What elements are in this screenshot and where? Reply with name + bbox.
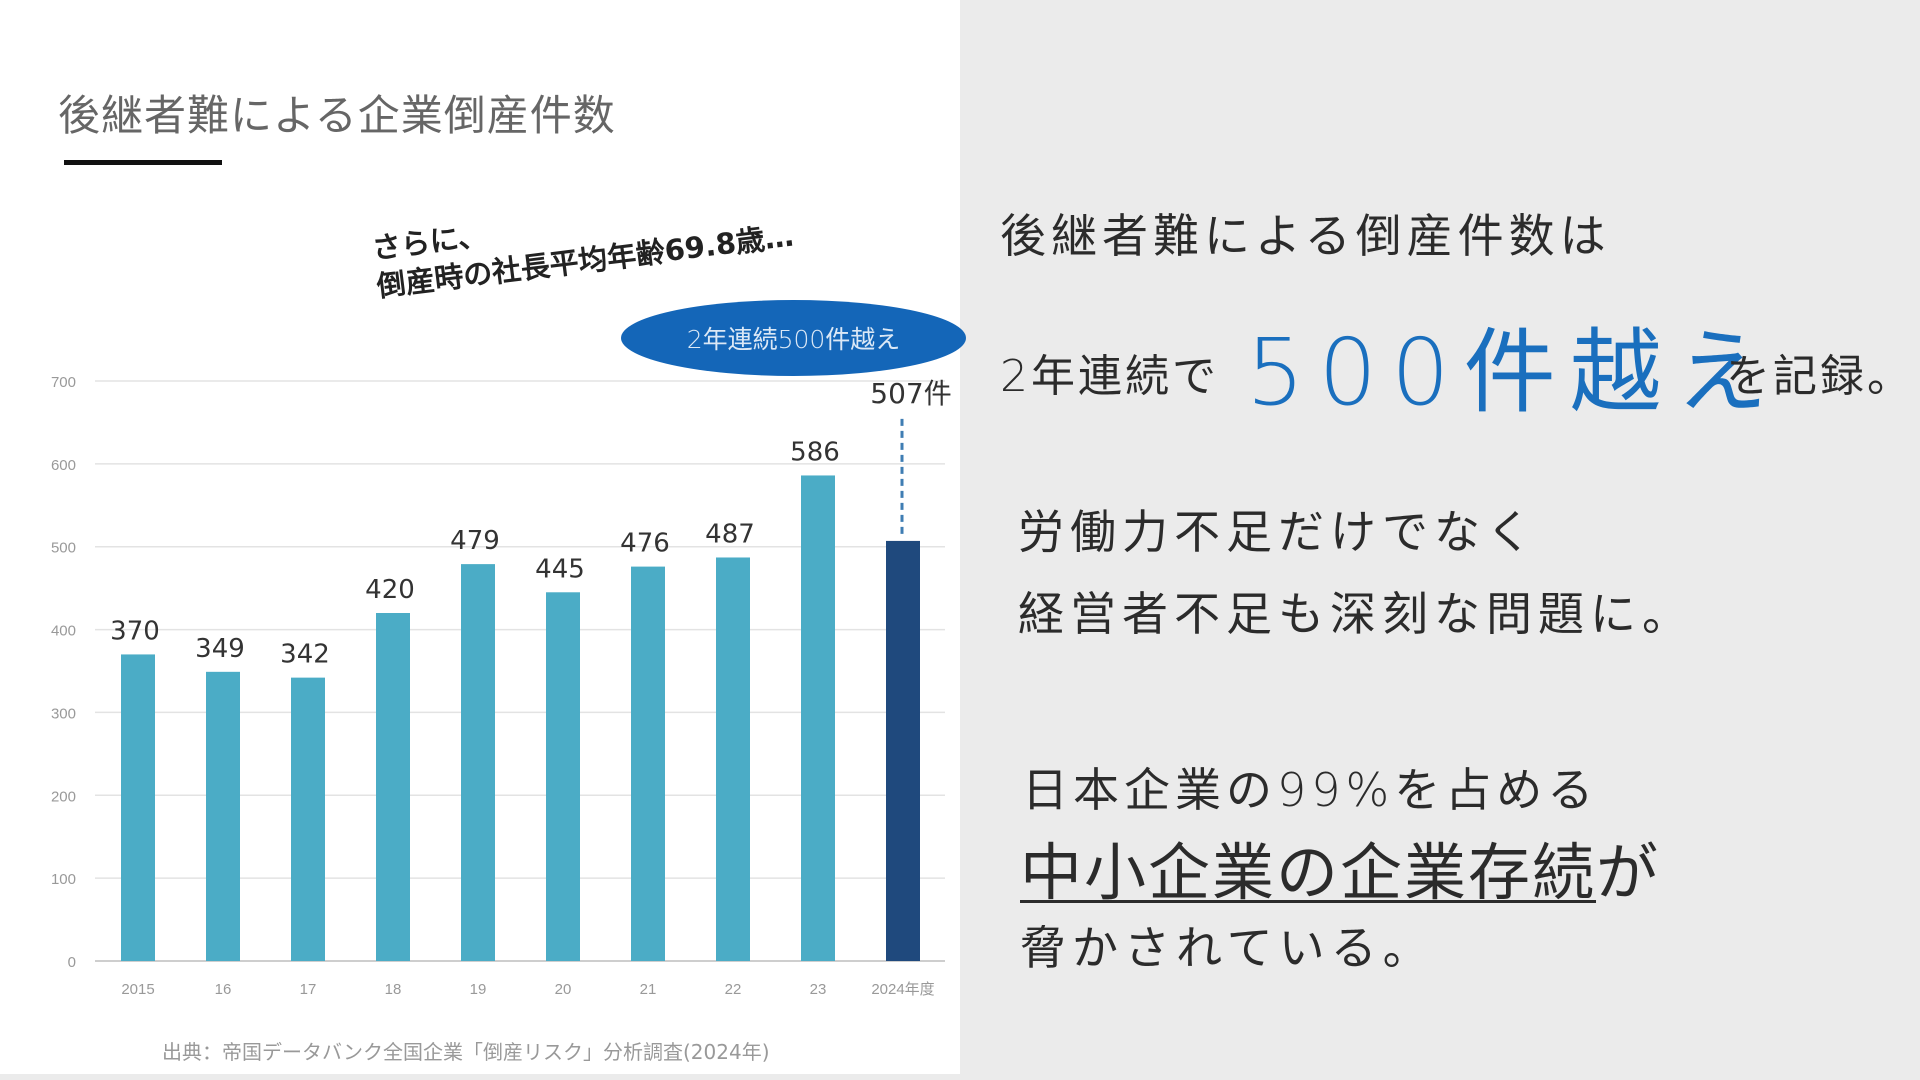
x-tick-label: 2015: [121, 981, 154, 998]
bar: [886, 540, 920, 961]
data-label: 349: [195, 634, 245, 664]
slide-title: 後継者難による企業倒産件数: [58, 91, 616, 140]
data-label: 342: [280, 640, 330, 670]
data-label: 445: [535, 554, 585, 584]
x-tick-label: 20: [555, 981, 572, 998]
y-tick-label: 500: [51, 540, 76, 557]
bar: [206, 671, 240, 961]
streak-oval: 2年連続500件越え: [621, 300, 966, 376]
bar: [461, 564, 495, 961]
message-line-5: 日本企業の99%を占める: [1022, 763, 1599, 817]
data-label: 420: [365, 575, 415, 605]
bar: [801, 475, 835, 961]
message-underlined-phrase: 中小企業の企業存続: [1020, 836, 1597, 909]
source-note: 出典：帝国データバンク全国企業「倒産リスク」分析調査(2024年): [162, 1040, 770, 1064]
data-label: 479: [450, 526, 500, 556]
data-label: 476: [620, 529, 670, 559]
x-tick-label: 22: [725, 981, 742, 998]
x-tick-label: 21: [640, 981, 657, 998]
message-line-6: 中小企業の企業存続が: [1020, 822, 1660, 912]
message-line-3: 労働力不足だけでなく: [1018, 505, 1538, 559]
x-tick-label: 18: [385, 981, 402, 998]
y-tick-label: 200: [51, 788, 76, 805]
y-tick-label: 600: [51, 457, 76, 474]
bar-chart: 0 100 200 300 400 500 600 700 2015 370 16 349 17 342 1…: [51, 374, 952, 998]
message-line-7: 脅かされている。: [1020, 921, 1435, 975]
x-tick-label: 23: [810, 981, 827, 998]
x-tick-label: 2024年度: [871, 981, 934, 998]
bar: [631, 566, 665, 961]
x-tick-label: 16: [215, 981, 232, 998]
message-line-2-pre: 2年連続で: [1000, 351, 1219, 402]
message-line-6-post: が: [1596, 836, 1661, 909]
bar: [121, 654, 155, 961]
data-label: 370: [110, 616, 160, 646]
message-panel: [960, 0, 1920, 1080]
x-tick-label: 17: [300, 981, 317, 998]
x-tick-label: 19: [470, 981, 487, 998]
bar: [546, 592, 580, 961]
message-line-1: 後継者難による倒産件数は: [1000, 209, 1611, 263]
title-underline: [64, 160, 222, 165]
y-tick-label: 300: [51, 705, 76, 722]
bar: [716, 557, 750, 961]
message-line-2-post: を記録。: [1726, 351, 1914, 402]
message-line-4: 経営者不足も深刻な問題に。: [1018, 587, 1694, 641]
y-tick-label: 0: [68, 954, 76, 971]
streak-oval-label: 2年連続500件越え: [686, 325, 901, 354]
data-label: 487: [705, 519, 755, 549]
message-highlight-figure: 500件越え: [1246, 319, 1782, 426]
bar: [376, 613, 410, 961]
data-label: 507件: [870, 377, 951, 410]
data-label: 586: [790, 437, 840, 467]
bar: [291, 677, 325, 961]
y-tick-label: 100: [51, 871, 76, 888]
y-tick-label: 400: [51, 623, 76, 640]
bottom-strip: [0, 1074, 1920, 1080]
y-tick-label: 700: [51, 374, 76, 391]
